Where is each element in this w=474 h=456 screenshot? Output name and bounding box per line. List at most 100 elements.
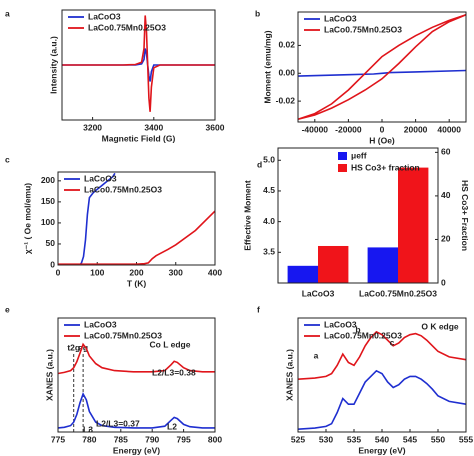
x-tick-label: 790: [145, 434, 159, 444]
annotation: c: [390, 337, 395, 347]
y-tick-label: 3.5: [263, 247, 275, 257]
series-line: [58, 210, 216, 265]
x-axis-title: H (Oe): [369, 135, 395, 145]
annotation: L2/L3=0.38: [152, 367, 196, 377]
plot-frame: [297, 317, 467, 433]
bar: [287, 265, 318, 283]
plot-frame: [57, 317, 216, 433]
y-tick-label: 4.5: [263, 185, 275, 195]
y-tick-label: 0.00: [278, 68, 295, 78]
panel: e XANES (a.u.) 775 780 785 790 795 800 Energy (e…: [5, 304, 222, 455]
x-tick-label: 550: [431, 434, 445, 444]
y-tick-label: 0: [50, 259, 55, 269]
x-tick-label: 3600: [206, 122, 225, 132]
x-tick-label: 535: [347, 434, 361, 444]
y-axis-title: XANES (a.u.): [44, 349, 54, 401]
x-axis-title: Energy (eV): [113, 445, 160, 455]
legend-label: LaCo0.75Mn0.25O3: [324, 330, 402, 340]
x-tick-label: 3200: [83, 122, 102, 132]
y-tick-label: 0.02: [278, 40, 295, 50]
panel-label: b: [255, 8, 260, 18]
series-line: [297, 330, 467, 380]
annotation: L2: [167, 421, 177, 431]
x-tick-label: 545: [403, 434, 417, 444]
y-tick-label: 50: [46, 238, 56, 248]
legend-label: LaCoO3: [324, 13, 357, 23]
x-axis-title: Magnetic Field (G): [102, 133, 176, 143]
x-tick-label: -20000: [335, 124, 362, 134]
x-tick-label: 0: [56, 267, 61, 277]
x-tick-label: 775: [51, 434, 65, 444]
y-axis-title: χ⁻¹ ( Oe mol/emu): [22, 183, 32, 254]
panel: c 0 50 100 150 200 χ⁻¹ ( Oe mol/emu) 0 100 200 300…: [5, 154, 222, 288]
plot-frame: [57, 171, 216, 266]
y-tick-label: 100: [41, 217, 55, 227]
x-tick-label: 800: [208, 434, 222, 444]
legend-label: LaCoO3: [88, 11, 121, 21]
x-tick-label: 785: [114, 434, 128, 444]
x-tick-label: 0: [380, 124, 385, 134]
y-tick-label: 150: [41, 196, 55, 206]
annotation: O K edge: [421, 321, 459, 331]
x-tick-label: -40000: [302, 124, 329, 134]
y2-tick-label: 0: [441, 277, 446, 287]
legend-label: LaCoO3: [84, 319, 117, 329]
legend-swatch: [338, 164, 347, 172]
x-tick-label: 780: [82, 434, 96, 444]
panel: f XANES (a.u.) 525 530 535 540 545 550 555 Energy…: [257, 304, 473, 455]
y2-tick-label: 40: [441, 190, 451, 200]
bar: [318, 245, 349, 283]
y2-tick-label: 60: [441, 147, 451, 157]
marker-label: eg: [78, 342, 88, 352]
x-tick-label: 300: [169, 267, 183, 277]
y-tick-label: 4.0: [263, 216, 275, 226]
x-tick-label: 3400: [144, 122, 163, 132]
y-tick-label: 5.0: [263, 155, 275, 165]
annotation: a: [314, 350, 319, 360]
series-line: [297, 69, 467, 77]
x-tick-label: 555: [459, 434, 473, 444]
y-tick-label: -0.02: [276, 95, 296, 105]
panel: d 3.5 4.0 4.5 5.0 Effective Moment 0 20 40 60 HS C…: [242, 147, 470, 299]
panel-label: e: [5, 304, 10, 314]
bar: [398, 167, 429, 283]
annotation: L3: [83, 424, 93, 434]
x-axis-title: Energy (eV): [358, 445, 405, 455]
y2-axis-title: HS Co3+ Fraction: [460, 180, 470, 251]
x-tick-label: 530: [319, 434, 333, 444]
legend-label: LaCo0.75Mn0.25O3: [84, 184, 162, 194]
panel-label: c: [5, 154, 10, 164]
legend-label: LaCo0.75Mn0.25O3: [88, 22, 166, 32]
x-axis-title: T (K): [127, 278, 147, 288]
y-tick-label: 200: [41, 175, 55, 185]
x-tick-label: 20000: [404, 124, 428, 134]
series-line: [57, 342, 215, 375]
x-tick-label: 40000: [437, 124, 461, 134]
y-axis-title: XANES (a.u.): [284, 349, 294, 401]
series-line: [79, 172, 116, 266]
series-line: [57, 392, 215, 429]
legend-swatch: [338, 152, 347, 160]
panel-label: a: [5, 8, 10, 18]
x-tick-label: LaCo0.75Mn0.25O3: [359, 288, 437, 298]
x-tick-label: 400: [208, 267, 222, 277]
x-tick-label: 100: [90, 267, 104, 277]
y-axis-title: Intensity (a.u.): [48, 36, 58, 94]
legend-label: LaCo0.75Mn0.25O3: [84, 330, 162, 340]
legend-label: LaCo0.75Mn0.25O3: [324, 24, 402, 34]
legend-label: HS Co3+ fraction: [351, 162, 420, 172]
annotation: b: [355, 324, 360, 334]
annotation: L2/L3=0.37: [96, 418, 140, 428]
x-tick-label: 525: [291, 434, 305, 444]
legend-label: LaCoO3: [84, 173, 117, 183]
panel-label: f: [257, 304, 260, 314]
y-axis-title: Effective Moment: [242, 180, 252, 251]
series-line: [297, 369, 467, 430]
bar: [367, 247, 398, 283]
marker-label: t2g: [67, 342, 80, 352]
plot-frame: [297, 11, 467, 123]
annotation: Co L edge: [150, 339, 191, 349]
legend-label: LaCoO3: [324, 319, 357, 329]
legend-label: μeff: [351, 150, 367, 160]
